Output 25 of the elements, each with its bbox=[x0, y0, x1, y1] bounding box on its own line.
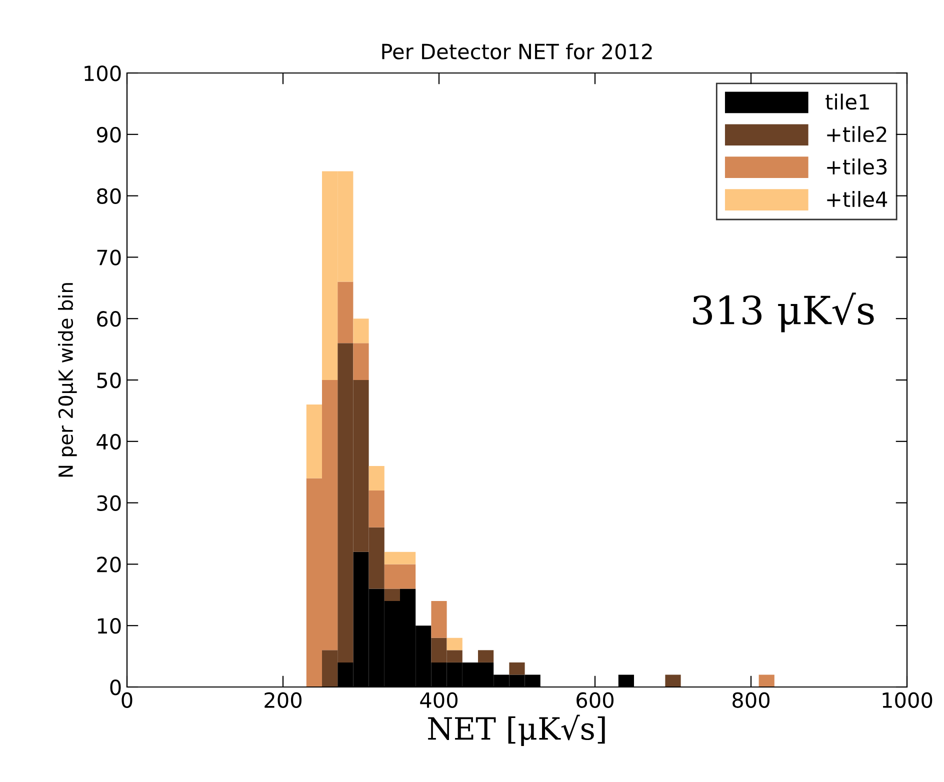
x-tick-label: 600 bbox=[576, 692, 614, 708]
y-tick-label: 20 bbox=[97, 556, 121, 572]
y-tick-label: 90 bbox=[96, 126, 121, 143]
legend-label: +tile2 bbox=[827, 126, 886, 142]
y-tick-label: 30 bbox=[97, 495, 121, 512]
x-tick-label: 800 bbox=[732, 692, 770, 708]
y-tick-label: 70 bbox=[97, 250, 121, 266]
x-tick-label: 400 bbox=[420, 692, 458, 708]
legend-label: +tile4 bbox=[827, 191, 888, 208]
y-tick-label: 100 bbox=[84, 65, 121, 82]
chart-title: Per Detector NET for 2012 bbox=[382, 43, 652, 60]
x-tick-label: 0 bbox=[122, 692, 132, 708]
y-tick-label: 10 bbox=[98, 618, 121, 634]
legend-label: +tile3 bbox=[827, 158, 887, 175]
x-tick-label: 1000 bbox=[882, 692, 932, 708]
y-tick-label: 80 bbox=[97, 188, 121, 204]
y-tick-label: 40 bbox=[96, 434, 121, 450]
y-tick-label: 60 bbox=[97, 311, 121, 327]
y-tick-label: 0 bbox=[110, 679, 121, 696]
y-tick-label: 50 bbox=[97, 372, 121, 388]
legend-label: tile1 bbox=[826, 94, 869, 110]
x-axis-title: NET [μK√s] bbox=[428, 714, 605, 746]
y-axis-title: N per 20μK wide bin bbox=[58, 283, 77, 477]
annotation: 313 μK√s bbox=[693, 292, 874, 332]
x-tick-label: 200 bbox=[264, 692, 302, 708]
